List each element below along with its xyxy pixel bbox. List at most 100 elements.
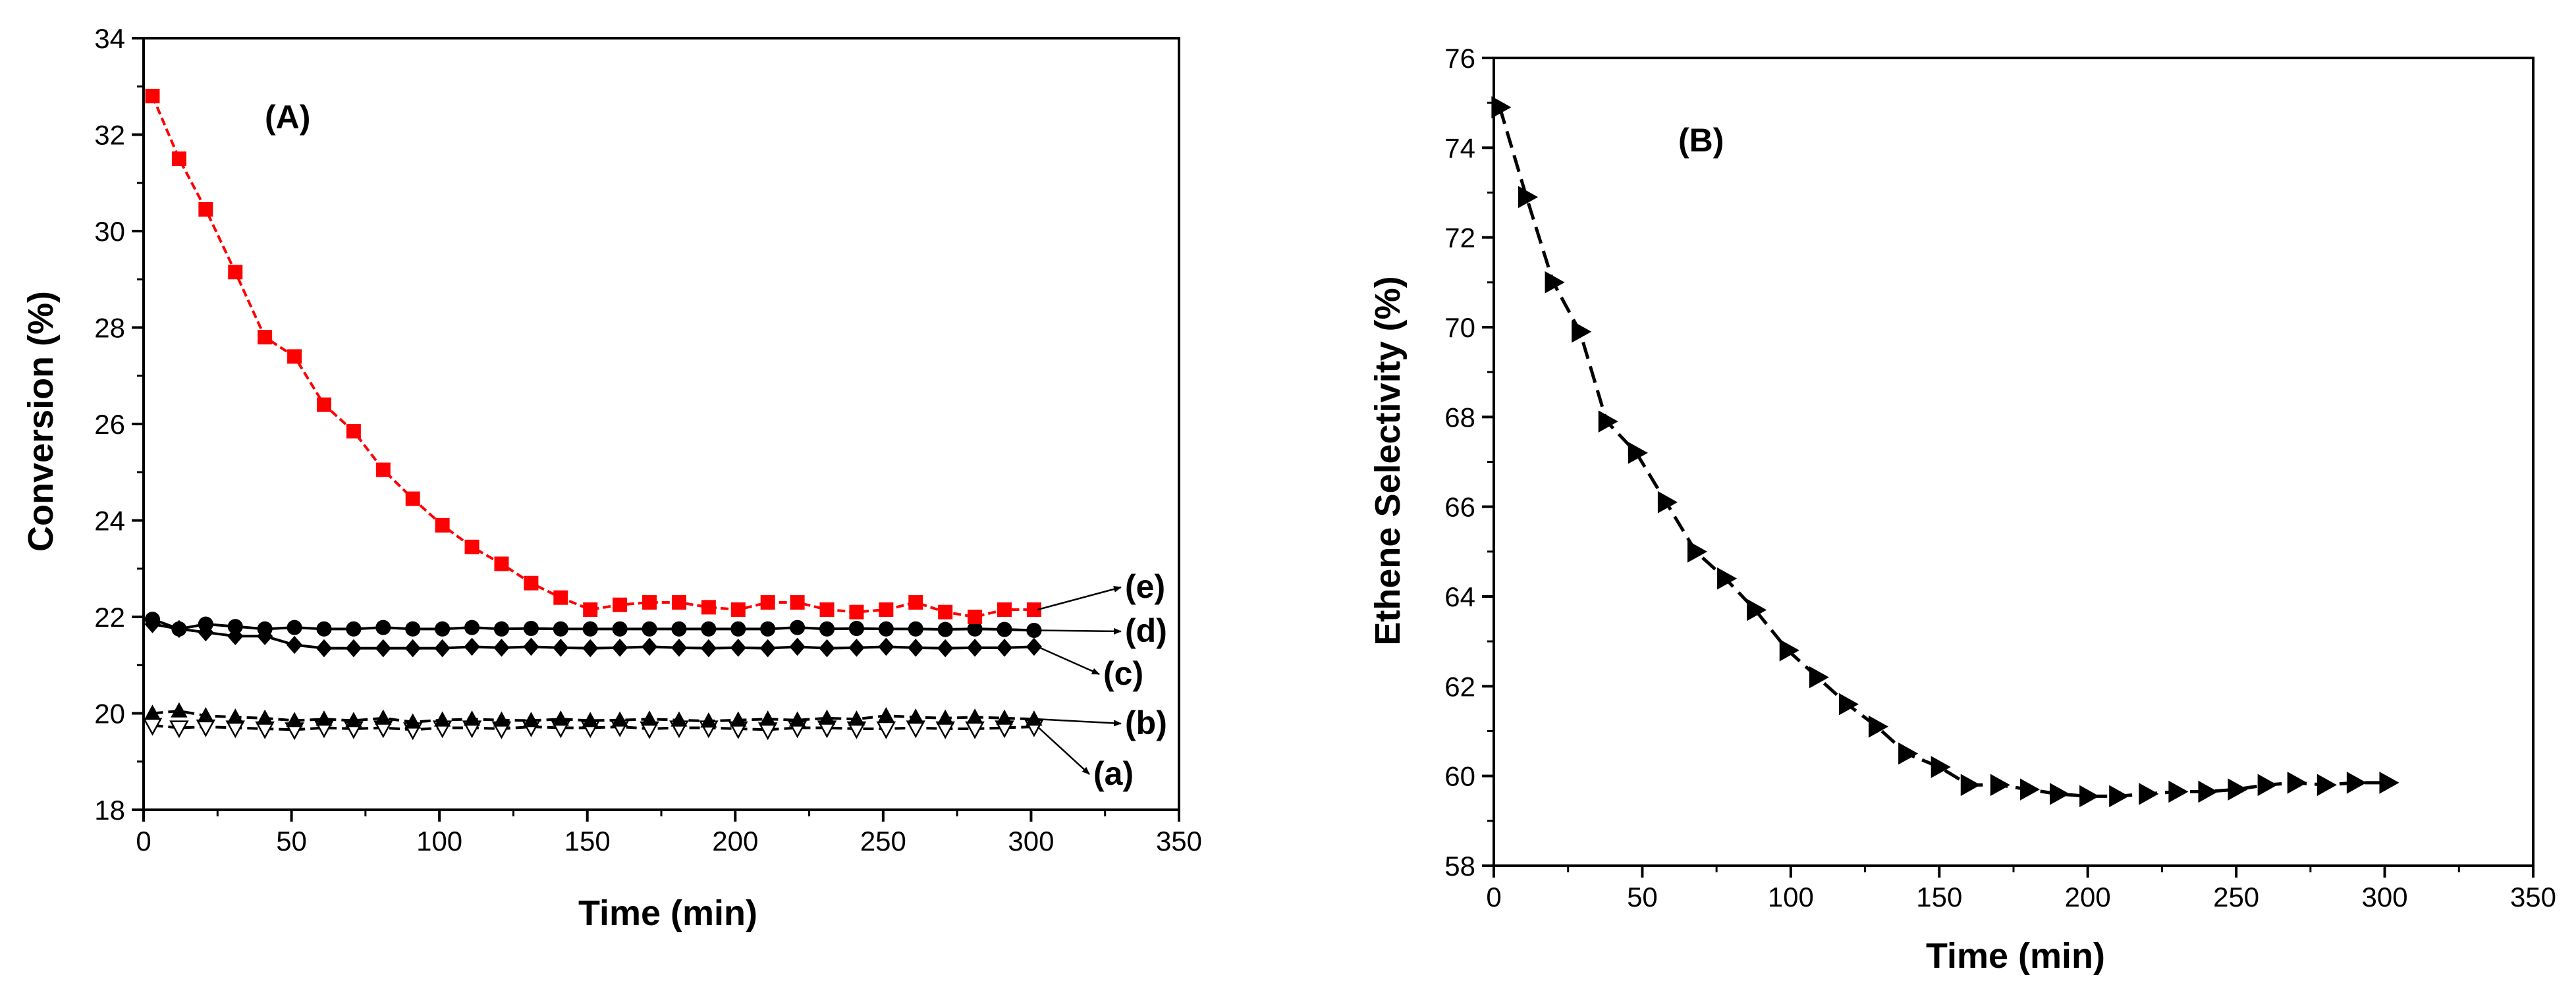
data-point-d (790, 620, 806, 635)
data-point-c (730, 639, 746, 657)
data-point-ethene-selectivity (1931, 756, 1951, 778)
data-point-d (257, 621, 273, 637)
data-point-e (997, 602, 1012, 618)
data-point-c (612, 639, 628, 657)
data-point-e (849, 604, 864, 620)
data-point-ethene-selectivity (2228, 778, 2248, 801)
panel-b-y-tick-label: 66 (1444, 492, 1475, 523)
data-point-d (375, 620, 391, 635)
data-point-b (227, 708, 244, 724)
panel-a-x-tick-label: 50 (276, 826, 307, 857)
data-point-d (198, 616, 213, 632)
panel-b-x-axis-label: Time (min) (1926, 936, 2105, 976)
data-point-b (671, 711, 688, 727)
data-point-d (464, 620, 480, 635)
data-point-ethene-selectivity (1869, 715, 1889, 738)
panel-a-y-tick-label: 28 (94, 313, 125, 344)
data-point-d (346, 621, 362, 637)
data-point-ethene-selectivity (2346, 772, 2367, 794)
panel-b-axes-frame (1493, 57, 2535, 867)
data-point-c (582, 639, 599, 658)
data-point-d (701, 621, 717, 637)
panel-b-x-tick-label: 50 (1627, 882, 1658, 912)
data-point-b (256, 709, 273, 725)
panel-a-x-tick-label: 350 (1156, 826, 1202, 857)
data-point-ethene-selectivity (1687, 541, 1708, 563)
panel-a-annotations: (a) (b) (c) (d) (e) (1037, 568, 1167, 792)
data-point-c (464, 637, 480, 656)
curve-label-e: (e) (1125, 568, 1165, 605)
data-point-b (907, 708, 924, 724)
data-point-d (819, 621, 835, 637)
curve-label-arrow-a (1037, 726, 1090, 775)
data-point-d (612, 621, 628, 637)
curve-label-arrow-c (1037, 646, 1100, 675)
series-line-e (151, 95, 1034, 619)
data-point-ethene-selectivity (1779, 639, 1799, 662)
data-point-b (286, 712, 303, 727)
data-point-d (553, 621, 568, 637)
panel-b-x-tick-label: 300 (2362, 882, 2408, 912)
data-point-b (759, 710, 777, 726)
data-point-e (287, 349, 302, 364)
data-point-e (405, 491, 420, 506)
data-point-e (790, 595, 805, 610)
data-point-e (435, 517, 450, 533)
data-point-c (878, 637, 894, 656)
data-point-b (404, 713, 422, 729)
data-point-e (583, 602, 598, 618)
panel-b-x-tick-label: 350 (2510, 882, 2556, 912)
data-point-e (171, 151, 186, 167)
data-point-b (937, 709, 954, 725)
panel-a-y-tick-label: 32 (94, 120, 125, 151)
data-point-e (760, 595, 775, 610)
data-point-b (197, 706, 214, 723)
panel-a-x-tick-label: 100 (416, 826, 462, 857)
panel-a-y-tick-label: 26 (94, 409, 125, 440)
data-point-b (848, 710, 865, 726)
data-point-c (315, 639, 333, 658)
data-point-ethene-selectivity (2019, 778, 2041, 801)
data-point-e (701, 600, 716, 615)
data-point-ethene-selectivity (1628, 442, 1648, 464)
data-point-ethene-selectivity (2379, 772, 2399, 794)
panel-b-label: (B) (1678, 122, 1724, 159)
data-point-ethene-selectivity (1717, 567, 1738, 590)
data-point-e (730, 602, 746, 618)
data-point-e (464, 539, 480, 554)
panel-a-axes-frame (142, 37, 1180, 811)
data-point-c (848, 639, 865, 657)
curve-label-a: (a) (1093, 755, 1134, 792)
panel-b-y-tick-label: 64 (1444, 581, 1475, 612)
panel-b-y-tick-label: 74 (1444, 132, 1475, 163)
data-point-e (938, 604, 953, 620)
data-point-b (700, 712, 717, 728)
panel-b-x-tick-label: 100 (1768, 882, 1814, 912)
data-point-ethene-selectivity (2316, 774, 2337, 797)
data-point-c (1026, 637, 1043, 656)
data-point-d (967, 621, 983, 637)
data-point-c (908, 639, 924, 657)
data-point-d (760, 621, 776, 637)
data-point-b (433, 711, 451, 727)
curve-label-arrow-e (1037, 586, 1122, 611)
panel-b-y-tick-label: 68 (1444, 402, 1475, 433)
data-point-ethene-selectivity (2198, 780, 2218, 803)
data-point-b (966, 708, 983, 724)
data-point-c (404, 639, 421, 658)
data-point-d (144, 612, 161, 627)
data-point-c (641, 637, 658, 656)
panel-a-label: (A) (265, 99, 310, 136)
data-point-b (611, 711, 628, 727)
data-point-c (375, 639, 391, 658)
data-point-ethene-selectivity (2139, 783, 2159, 805)
data-point-ethene-selectivity (2257, 774, 2278, 797)
panel-a-x-tick-label: 200 (712, 826, 758, 857)
panel-a-y-tick-label: 18 (94, 795, 125, 826)
data-point-c (789, 637, 806, 656)
panel-a-y-axis-label: Conversion (%) (21, 291, 61, 552)
panel-a-y-tick-label: 20 (94, 699, 125, 729)
data-point-ethene-selectivity (1990, 774, 2010, 797)
panel-a-y-tick-label: 30 (94, 216, 125, 247)
data-point-c (553, 639, 569, 657)
